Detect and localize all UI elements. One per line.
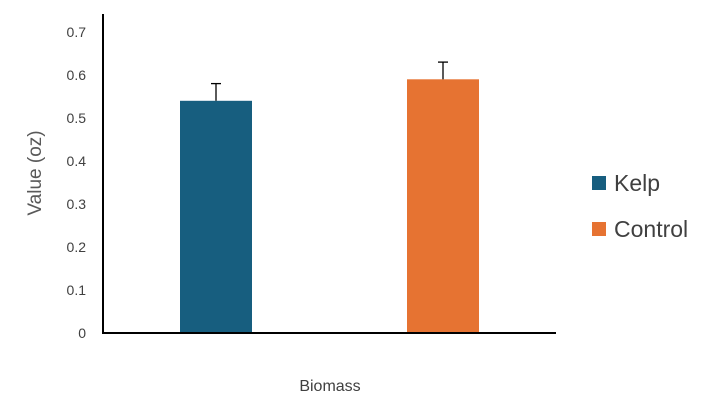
bar-kelp (180, 100, 252, 333)
y-tick-label: 0.2 (67, 239, 87, 255)
y-tick-label: 0.6 (67, 67, 87, 83)
bars (180, 79, 479, 333)
y-tick-label: 0.1 (67, 282, 87, 298)
x-axis-title: Biomass (299, 378, 360, 395)
bar-control (407, 79, 479, 333)
y-tick-label: 0 (78, 325, 86, 341)
y-tick-label: 0.4 (67, 153, 87, 169)
legend-swatch-control (592, 222, 606, 236)
y-axis-ticks: 0 0.1 0.2 0.3 0.4 0.5 0.6 0.7 (67, 24, 87, 341)
y-axis-title: Value (oz) (25, 130, 46, 215)
legend-label-control: Control (614, 216, 688, 242)
y-tick-label: 0.3 (67, 196, 87, 212)
legend-swatch-kelp (592, 176, 606, 190)
legend: Kelp Control (592, 170, 688, 242)
y-tick-label: 0.5 (67, 110, 87, 126)
legend-label-kelp: Kelp (614, 170, 660, 196)
y-tick-label: 0.7 (67, 24, 87, 40)
error-bars (211, 61, 448, 101)
